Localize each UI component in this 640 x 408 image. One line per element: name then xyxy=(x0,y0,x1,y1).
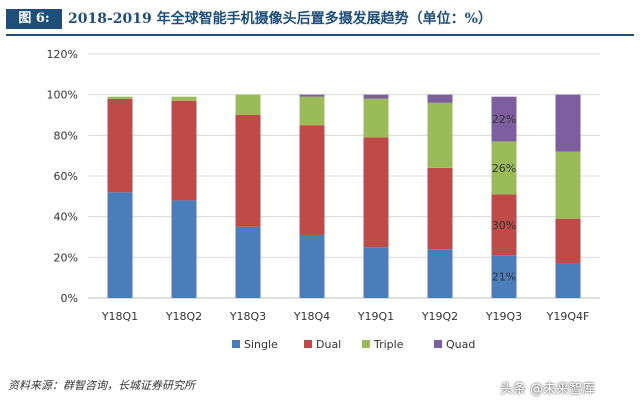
x-tick-label: Y19Q1 xyxy=(357,310,394,323)
y-tick-label: 120% xyxy=(47,48,78,61)
bar-single xyxy=(491,255,517,298)
figure-label: 图 6: xyxy=(6,9,62,29)
data-label: 22% xyxy=(492,113,516,126)
y-tick-label: 60% xyxy=(54,170,78,183)
bar-triple xyxy=(491,141,517,195)
bar-dual xyxy=(299,125,325,235)
x-tick-label: Y18Q3 xyxy=(229,310,266,323)
bar-quad xyxy=(299,94,325,97)
bar-quad xyxy=(363,94,389,99)
watermark: 头条 @未来智库 xyxy=(500,382,596,397)
y-tick-label: 80% xyxy=(54,129,78,142)
data-label: 21% xyxy=(492,271,516,284)
y-tick-label: 100% xyxy=(47,89,78,102)
bar-dual xyxy=(107,98,133,193)
bar-dual xyxy=(235,115,261,227)
bar-single xyxy=(107,192,133,298)
legend-swatch xyxy=(434,340,442,348)
legend-label: Dual xyxy=(316,338,341,351)
y-tick-label: 0% xyxy=(61,292,78,305)
y-tick-label: 20% xyxy=(54,251,78,264)
bar-triple xyxy=(363,98,389,138)
y-tick-label: 40% xyxy=(54,211,78,224)
bar-triple xyxy=(555,151,581,219)
bar-single xyxy=(235,226,261,298)
bar-single xyxy=(555,263,581,298)
legend-swatch xyxy=(362,340,370,348)
figure-header: 图 6: 2018-2019 年全球智能手机摄像头后置多摄发展趋势（单位：%） xyxy=(0,0,640,36)
bar-quad xyxy=(427,94,453,103)
bar-dual xyxy=(363,137,389,248)
bar-quad xyxy=(555,94,581,152)
bar-dual xyxy=(491,194,517,256)
source-note: 资料来源：群智咨询，长城证券研究所 xyxy=(8,379,195,392)
data-label: 30% xyxy=(492,219,516,232)
legend-label: Single xyxy=(244,338,278,351)
legend-swatch xyxy=(232,340,240,348)
x-tick-label: Y19Q2 xyxy=(421,310,458,323)
bar-single xyxy=(363,247,389,298)
legend-label: Triple xyxy=(373,338,404,351)
bar-dual xyxy=(555,218,581,264)
legend-label: Quad xyxy=(446,338,475,351)
bar-quad xyxy=(491,96,517,142)
bar-triple xyxy=(299,96,325,126)
bar-dual xyxy=(427,167,453,250)
x-tick-label: Y18Q2 xyxy=(165,310,202,323)
legend-swatch xyxy=(304,340,312,348)
bar-triple xyxy=(107,96,133,99)
bar-triple xyxy=(427,102,453,168)
bar-single xyxy=(299,234,325,298)
bar-triple xyxy=(235,94,261,115)
x-tick-label: Y18Q4 xyxy=(293,310,330,323)
title-divider xyxy=(6,34,634,36)
figure-title: 2018-2019 年全球智能手机摄像头后置多摄发展趋势（单位：%） xyxy=(68,11,492,27)
x-tick-label: Y19Q3 xyxy=(485,310,522,323)
bar-triple xyxy=(171,96,197,101)
bar-single xyxy=(171,200,197,298)
x-tick-label: Y18Q1 xyxy=(101,310,138,323)
stacked-bar-chart: 0% 20% 40% 60% 80% 100% 120% Y18Q1 Y18Q2 Y18Q3 Y18… xyxy=(47,48,600,351)
bar-dual xyxy=(171,100,197,201)
bar-single xyxy=(427,249,453,298)
data-label: 26% xyxy=(492,162,516,175)
x-tick-label: Y19Q4F xyxy=(546,310,590,323)
